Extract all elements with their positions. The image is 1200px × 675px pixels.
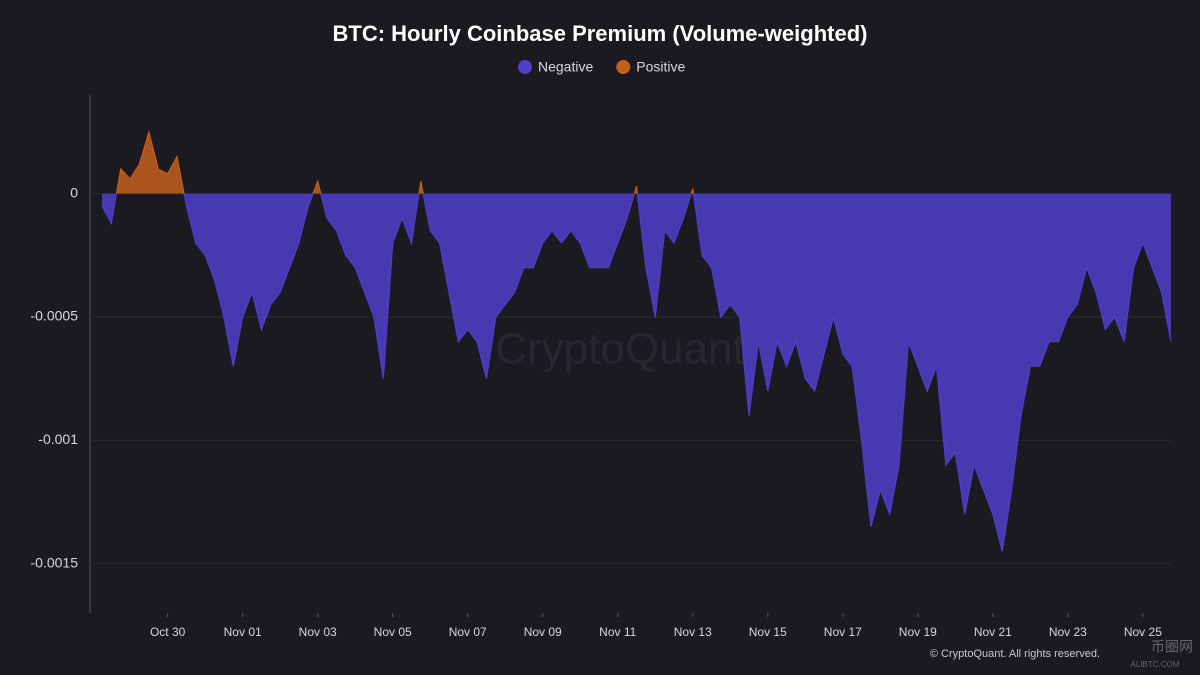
x-tick-label: Nov 21	[974, 625, 1012, 639]
x-tick-label: Nov 17	[824, 625, 862, 639]
legend-label: Negative	[538, 59, 593, 75]
x-tick-label: Nov 11	[599, 625, 636, 639]
area-negative	[102, 193, 1171, 552]
x-tick-label: Nov 01	[224, 625, 262, 639]
copyright: © CryptoQuant. All rights reserved.	[930, 648, 1100, 660]
x-tick-label: Oct 30	[150, 625, 186, 639]
y-tick-label: 0	[70, 184, 78, 200]
x-tick-label: Nov 13	[674, 625, 712, 639]
watermark: CryptoQuant	[495, 325, 744, 374]
legend-label: Positive	[636, 59, 685, 75]
x-tick-label: Nov 23	[1049, 625, 1087, 639]
corner-logo: 币圈网	[1151, 639, 1193, 655]
chart-title: BTC: Hourly Coinbase Premium (Volume-wei…	[333, 21, 868, 46]
corner-logo-url: ALIBTC.COM	[1131, 660, 1180, 669]
y-tick-label: -0.0015	[31, 554, 79, 570]
legend-swatch	[616, 60, 631, 74]
area-positive	[116, 132, 694, 194]
x-tick-label: Nov 25	[1124, 625, 1162, 639]
y-tick-label: -0.001	[38, 431, 78, 447]
legend-swatch	[518, 60, 532, 74]
area-negative-line	[101, 193, 1172, 552]
area-positive-line	[115, 129, 695, 194]
x-tick-label: Nov 07	[449, 625, 487, 639]
x-tick-label: Nov 03	[299, 625, 337, 639]
y-tick-label: -0.0005	[31, 308, 79, 324]
x-tick-label: Nov 09	[524, 625, 562, 639]
x-tick-label: Nov 15	[749, 625, 787, 639]
x-tick-label: Nov 19	[899, 625, 937, 639]
x-tick-label: Nov 05	[374, 625, 412, 639]
